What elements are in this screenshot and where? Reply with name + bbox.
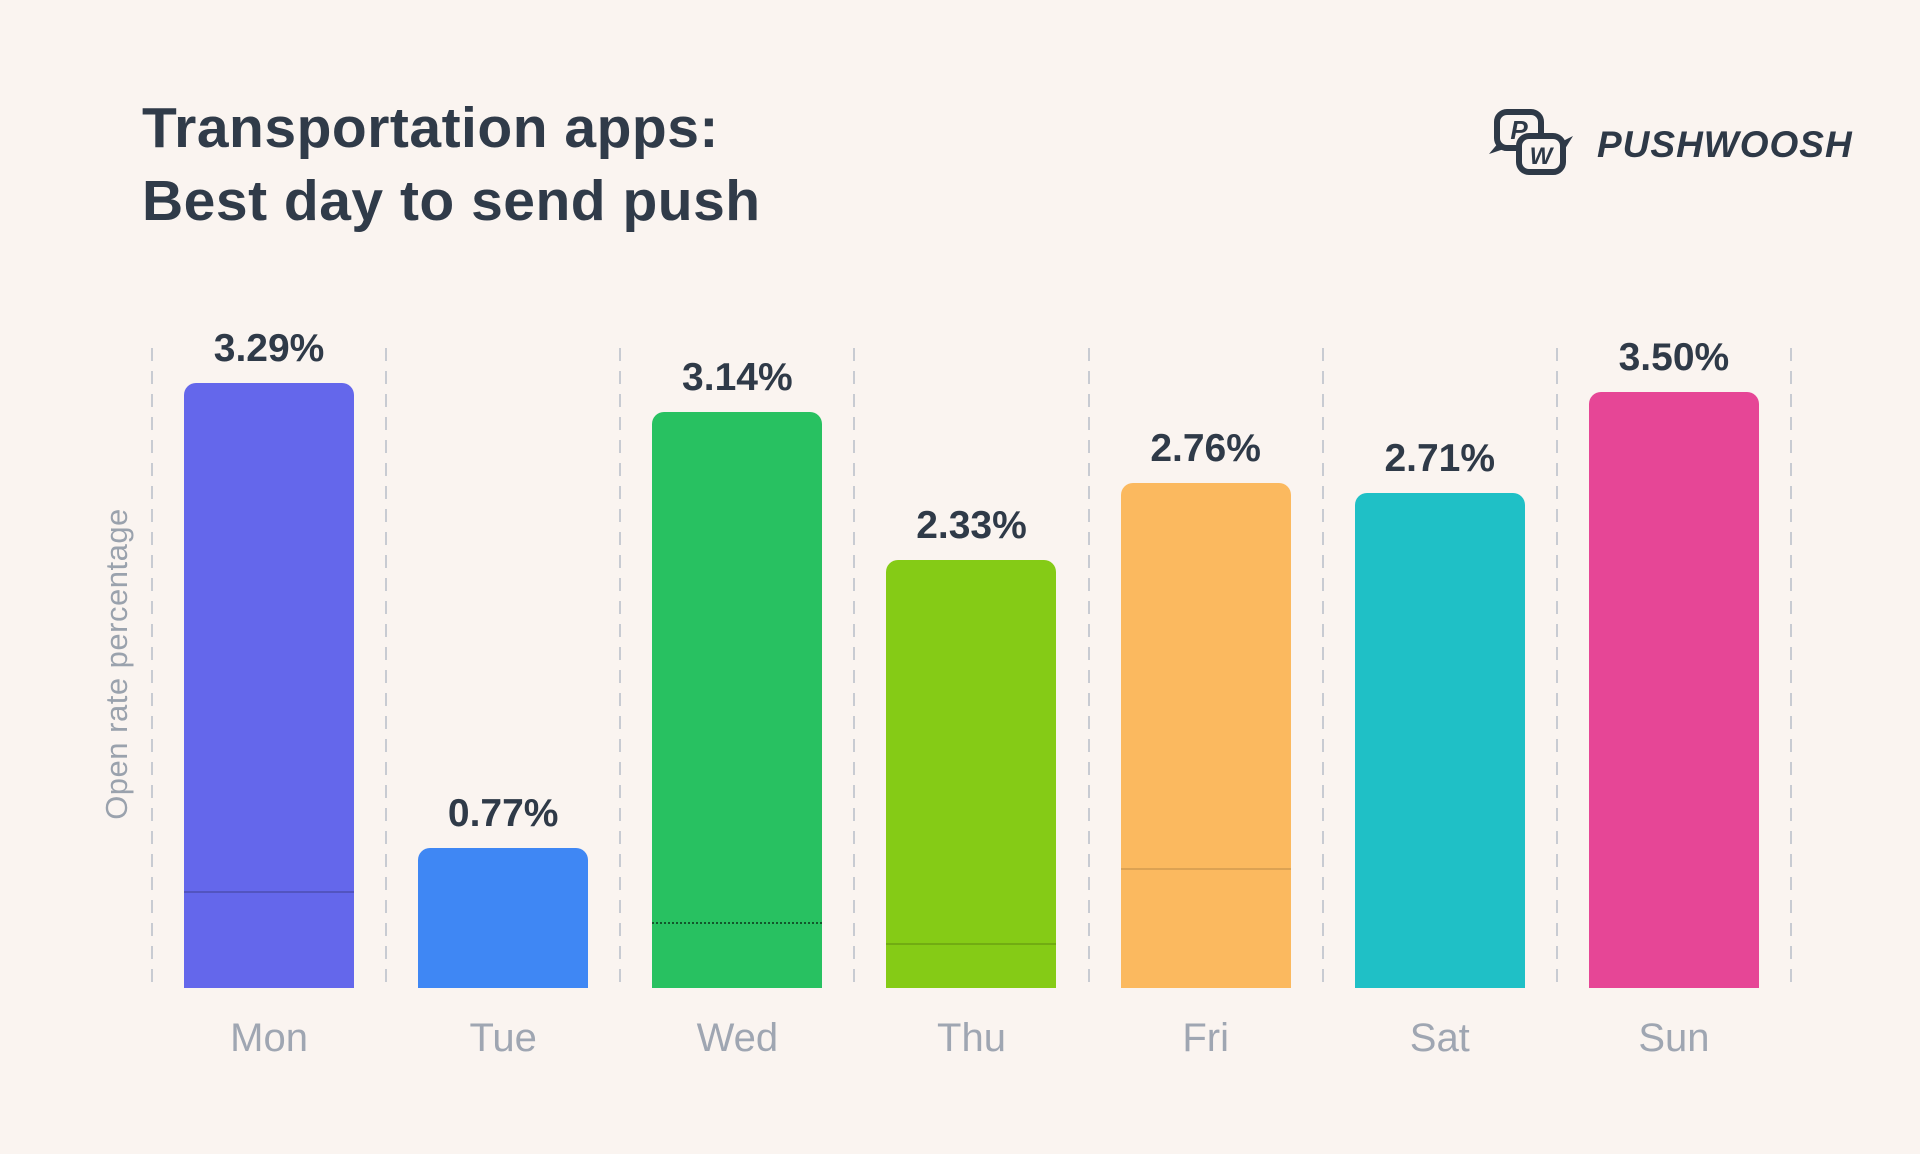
value-label-thu: 2.33%: [916, 504, 1027, 547]
x-axis-label-sat: Sat: [1409, 1016, 1470, 1060]
value-label-wed: 3.14%: [682, 356, 793, 399]
bar-inner-line-fri: [1120, 868, 1291, 870]
chart-column-fri: 2.76%: [1089, 348, 1323, 988]
x-axis-label-thu: Thu: [937, 1016, 1006, 1060]
vertical-gridline: [385, 348, 388, 988]
vertical-gridline: [619, 348, 622, 988]
y-axis-label: Open rate percentage: [99, 508, 134, 820]
bar-fri: [1120, 483, 1291, 988]
chart-column-tue: 0.77%: [386, 348, 620, 988]
vertical-gridline: [1087, 348, 1090, 988]
page-title-line1: Transportation apps:: [142, 96, 719, 160]
bar-inner-line-thu: [886, 943, 1057, 945]
vertical-gridline: [1321, 348, 1324, 988]
vertical-gridline: [1555, 348, 1558, 988]
page-title: Transportation apps: Best day to send pu…: [142, 92, 761, 238]
x-axis-label-fri: Fri: [1182, 1016, 1229, 1060]
chart-column-wed: 3.14%: [620, 348, 854, 988]
bar-thu: [886, 560, 1057, 988]
chart-column-thu: 2.33%: [854, 348, 1088, 988]
page-title-line2: Best day to send push: [142, 169, 761, 233]
vertical-gridline: [151, 348, 153, 988]
x-axis-label-mon: Mon: [230, 1016, 308, 1060]
x-axis-label-sun: Sun: [1638, 1016, 1710, 1060]
value-label-mon: 3.29%: [213, 327, 325, 370]
pushwoosh-logo-icon: P W: [1483, 108, 1579, 183]
value-label-sat: 2.71%: [1384, 437, 1496, 480]
chart-column-mon: 3.29%: [152, 327, 386, 988]
bar-mon: [184, 383, 355, 988]
pushwoosh-logo: P W PUSHWOOSH: [1483, 108, 1853, 183]
value-label-tue: 0.77%: [447, 792, 559, 835]
vertical-gridline: [1790, 348, 1792, 988]
chart-column-sun: 3.50%: [1557, 336, 1791, 988]
bar-inner-line-mon: [184, 891, 355, 893]
pushwoosh-logo-text: PUSHWOOSH: [1597, 124, 1853, 165]
bar-tue: [418, 848, 589, 988]
x-axis-label-wed: Wed: [696, 1016, 779, 1060]
x-axis-label-tue: Tue: [469, 1016, 537, 1060]
value-label-sun: 3.50%: [1618, 336, 1730, 379]
bar-chart: 3.29% 0.77% 3.14% 2.33% 2.76% 2.71% 3.50%: [151, 327, 1792, 988]
bar-sun: [1588, 392, 1759, 988]
bar-wed: [652, 412, 823, 988]
svg-text:W: W: [1530, 143, 1555, 170]
vertical-gridline: [853, 348, 856, 988]
value-label-fri: 2.76%: [1150, 427, 1261, 470]
chart-column-sat: 2.71%: [1323, 348, 1557, 988]
bar-inner-line-wed: [652, 922, 823, 924]
bar-sat: [1354, 493, 1525, 988]
